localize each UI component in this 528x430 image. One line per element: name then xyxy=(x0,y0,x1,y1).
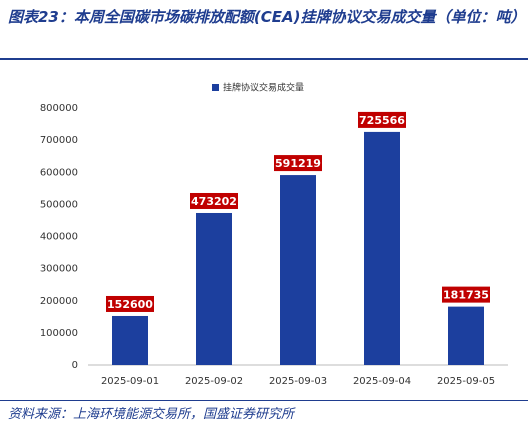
x-tick-label: 2025-09-01 xyxy=(101,376,159,387)
y-tick-label: 300000 xyxy=(40,264,78,275)
legend-swatch xyxy=(212,84,219,91)
data-label: 473202 xyxy=(191,195,237,208)
data-label-box xyxy=(274,155,322,172)
y-tick-label: 700000 xyxy=(40,135,78,146)
y-tick-label: 500000 xyxy=(40,199,78,210)
chart: 挂牌协议交易成交量 0 100000 200000 300000 400000 500000… xyxy=(40,82,508,387)
data-label: 152600 xyxy=(107,298,153,311)
data-label-box xyxy=(106,295,154,312)
y-tick-label: 200000 xyxy=(40,296,78,307)
divider xyxy=(0,58,528,60)
data-label-box xyxy=(442,286,490,303)
bar xyxy=(196,212,232,365)
legend-label: 挂牌协议交易成交量 xyxy=(223,82,304,94)
divider xyxy=(0,400,528,401)
bar xyxy=(364,131,400,365)
x-tick-label: 2025-09-05 xyxy=(437,376,495,387)
data-label: 181735 xyxy=(443,289,489,302)
chart-title: 图表23：本周全国碳市场碳排放配额(CEA)挂牌协议交易成交量（单位：吨） xyxy=(8,8,526,26)
x-tick-label: 2025-09-03 xyxy=(269,376,327,387)
data-label: 591219 xyxy=(275,157,321,170)
y-tick-label: 600000 xyxy=(40,167,78,178)
y-tick-label: 400000 xyxy=(40,232,78,243)
bar xyxy=(112,315,148,365)
x-tick-label: 2025-09-04 xyxy=(353,376,411,387)
x-tick-label: 2025-09-02 xyxy=(185,376,243,387)
source-note: 资料来源：上海环境能源交易所，国盛证券研究所 xyxy=(8,407,295,422)
y-tick-label: 800000 xyxy=(40,103,78,114)
bar xyxy=(280,175,316,365)
y-tick-label: 0 xyxy=(72,360,78,371)
y-tick-label: 100000 xyxy=(40,328,78,339)
bar xyxy=(448,306,484,365)
data-label-box xyxy=(358,111,406,128)
data-label-box xyxy=(190,192,238,209)
data-label: 725566 xyxy=(359,114,405,127)
